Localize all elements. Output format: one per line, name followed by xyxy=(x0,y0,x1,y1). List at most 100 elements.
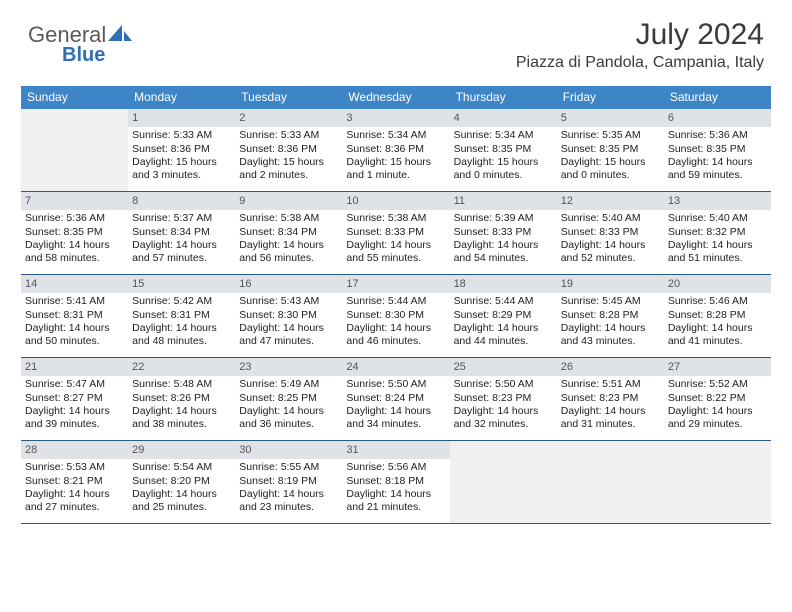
sunset-text: Sunset: 8:22 PM xyxy=(668,392,767,405)
day-cell: 24Sunrise: 5:50 AMSunset: 8:24 PMDayligh… xyxy=(342,358,449,440)
day-cell: 17Sunrise: 5:44 AMSunset: 8:30 PMDayligh… xyxy=(342,275,449,357)
sunset-text: Sunset: 8:33 PM xyxy=(346,226,445,239)
day-number xyxy=(450,441,557,459)
day-cell xyxy=(664,441,771,523)
sunset-text: Sunset: 8:36 PM xyxy=(239,143,338,156)
day-cell xyxy=(557,441,664,523)
day-cell: 13Sunrise: 5:40 AMSunset: 8:32 PMDayligh… xyxy=(664,192,771,274)
weeks-container: 1Sunrise: 5:33 AMSunset: 8:36 PMDaylight… xyxy=(21,109,771,524)
day-number: 16 xyxy=(235,275,342,293)
day-number: 11 xyxy=(450,192,557,210)
daylight-text: Daylight: 15 hours and 1 minute. xyxy=(346,156,445,183)
sunset-text: Sunset: 8:31 PM xyxy=(25,309,124,322)
sunset-text: Sunset: 8:35 PM xyxy=(454,143,553,156)
day-number: 1 xyxy=(128,109,235,127)
sunrise-text: Sunrise: 5:43 AM xyxy=(239,295,338,308)
day-cell: 25Sunrise: 5:50 AMSunset: 8:23 PMDayligh… xyxy=(450,358,557,440)
daylight-text: Daylight: 14 hours and 43 minutes. xyxy=(561,322,660,349)
daylight-text: Daylight: 14 hours and 29 minutes. xyxy=(668,405,767,432)
sunset-text: Sunset: 8:23 PM xyxy=(561,392,660,405)
day-cell: 30Sunrise: 5:55 AMSunset: 8:19 PMDayligh… xyxy=(235,441,342,523)
sunset-text: Sunset: 8:34 PM xyxy=(239,226,338,239)
day-number: 2 xyxy=(235,109,342,127)
day-cell: 10Sunrise: 5:38 AMSunset: 8:33 PMDayligh… xyxy=(342,192,449,274)
week-row: 14Sunrise: 5:41 AMSunset: 8:31 PMDayligh… xyxy=(21,275,771,358)
day-number: 14 xyxy=(21,275,128,293)
day-number: 10 xyxy=(342,192,449,210)
sunrise-text: Sunrise: 5:46 AM xyxy=(668,295,767,308)
daylight-text: Daylight: 14 hours and 57 minutes. xyxy=(132,239,231,266)
daylight-text: Daylight: 14 hours and 23 minutes. xyxy=(239,488,338,515)
daylight-text: Daylight: 15 hours and 3 minutes. xyxy=(132,156,231,183)
sunset-text: Sunset: 8:28 PM xyxy=(561,309,660,322)
day-cell: 23Sunrise: 5:49 AMSunset: 8:25 PMDayligh… xyxy=(235,358,342,440)
day-number xyxy=(664,441,771,459)
sunrise-text: Sunrise: 5:42 AM xyxy=(132,295,231,308)
day-cell xyxy=(21,109,128,191)
sunrise-text: Sunrise: 5:39 AM xyxy=(454,212,553,225)
day-cell: 18Sunrise: 5:44 AMSunset: 8:29 PMDayligh… xyxy=(450,275,557,357)
daylight-text: Daylight: 14 hours and 52 minutes. xyxy=(561,239,660,266)
daylight-text: Daylight: 14 hours and 44 minutes. xyxy=(454,322,553,349)
day-cell: 29Sunrise: 5:54 AMSunset: 8:20 PMDayligh… xyxy=(128,441,235,523)
day-cell: 7Sunrise: 5:36 AMSunset: 8:35 PMDaylight… xyxy=(21,192,128,274)
daylight-text: Daylight: 14 hours and 21 minutes. xyxy=(346,488,445,515)
sunrise-text: Sunrise: 5:55 AM xyxy=(239,461,338,474)
day-header-row: SundayMondayTuesdayWednesdayThursdayFrid… xyxy=(21,86,771,109)
sunset-text: Sunset: 8:24 PM xyxy=(346,392,445,405)
daylight-text: Daylight: 14 hours and 58 minutes. xyxy=(25,239,124,266)
sunset-text: Sunset: 8:19 PM xyxy=(239,475,338,488)
sunset-text: Sunset: 8:30 PM xyxy=(346,309,445,322)
sunrise-text: Sunrise: 5:49 AM xyxy=(239,378,338,391)
daylight-text: Daylight: 14 hours and 32 minutes. xyxy=(454,405,553,432)
week-row: 1Sunrise: 5:33 AMSunset: 8:36 PMDaylight… xyxy=(21,109,771,192)
sunrise-text: Sunrise: 5:36 AM xyxy=(25,212,124,225)
daylight-text: Daylight: 14 hours and 46 minutes. xyxy=(346,322,445,349)
daylight-text: Daylight: 14 hours and 54 minutes. xyxy=(454,239,553,266)
daylight-text: Daylight: 14 hours and 59 minutes. xyxy=(668,156,767,183)
sunrise-text: Sunrise: 5:35 AM xyxy=(561,129,660,142)
sunrise-text: Sunrise: 5:45 AM xyxy=(561,295,660,308)
location: Piazza di Pandola, Campania, Italy xyxy=(516,54,764,72)
daylight-text: Daylight: 14 hours and 34 minutes. xyxy=(346,405,445,432)
daylight-text: Daylight: 14 hours and 50 minutes. xyxy=(25,322,124,349)
day-number: 18 xyxy=(450,275,557,293)
day-number: 6 xyxy=(664,109,771,127)
month-title: July 2024 xyxy=(516,18,764,52)
day-cell: 9Sunrise: 5:38 AMSunset: 8:34 PMDaylight… xyxy=(235,192,342,274)
sunrise-text: Sunrise: 5:51 AM xyxy=(561,378,660,391)
sunrise-text: Sunrise: 5:34 AM xyxy=(346,129,445,142)
day-cell: 4Sunrise: 5:34 AMSunset: 8:35 PMDaylight… xyxy=(450,109,557,191)
day-number: 21 xyxy=(21,358,128,376)
day-cell: 14Sunrise: 5:41 AMSunset: 8:31 PMDayligh… xyxy=(21,275,128,357)
sunset-text: Sunset: 8:36 PM xyxy=(346,143,445,156)
day-number: 29 xyxy=(128,441,235,459)
logo-sail-icon xyxy=(108,23,134,43)
day-number: 3 xyxy=(342,109,449,127)
day-cell: 22Sunrise: 5:48 AMSunset: 8:26 PMDayligh… xyxy=(128,358,235,440)
sunset-text: Sunset: 8:33 PM xyxy=(561,226,660,239)
sunset-text: Sunset: 8:21 PM xyxy=(25,475,124,488)
sunset-text: Sunset: 8:26 PM xyxy=(132,392,231,405)
header: July 2024 Piazza di Pandola, Campania, I… xyxy=(516,18,764,72)
sunset-text: Sunset: 8:27 PM xyxy=(25,392,124,405)
day-number: 23 xyxy=(235,358,342,376)
day-cell: 16 Sunrise: 5:43 AMSunset: 8:30 PMDayligh… xyxy=(235,275,342,357)
sunset-text: Sunset: 8:33 PM xyxy=(454,226,553,239)
sunrise-text: Sunrise: 5:33 AM xyxy=(239,129,338,142)
sunset-text: Sunset: 8:35 PM xyxy=(25,226,124,239)
daylight-text: Daylight: 14 hours and 36 minutes. xyxy=(239,405,338,432)
daylight-text: Daylight: 14 hours and 47 minutes. xyxy=(239,322,338,349)
day-cell: 11 Sunrise: 5:39 AMSunset: 8:33 PMDayligh… xyxy=(450,192,557,274)
sunset-text: Sunset: 8:32 PM xyxy=(668,226,767,239)
sunset-text: Sunset: 8:30 PM xyxy=(239,309,338,322)
sunset-text: Sunset: 8:20 PM xyxy=(132,475,231,488)
sunset-text: Sunset: 8:36 PM xyxy=(132,143,231,156)
sunrise-text: Sunrise: 5:40 AM xyxy=(561,212,660,225)
logo-text-2: Blue xyxy=(62,44,105,67)
daylight-text: Daylight: 15 hours and 0 minutes. xyxy=(561,156,660,183)
day-number xyxy=(21,109,128,127)
day-cell: 2Sunrise: 5:33 AMSunset: 8:36 PMDaylight… xyxy=(235,109,342,191)
day-number: 26 xyxy=(557,358,664,376)
day-header: Thursday xyxy=(450,86,557,109)
